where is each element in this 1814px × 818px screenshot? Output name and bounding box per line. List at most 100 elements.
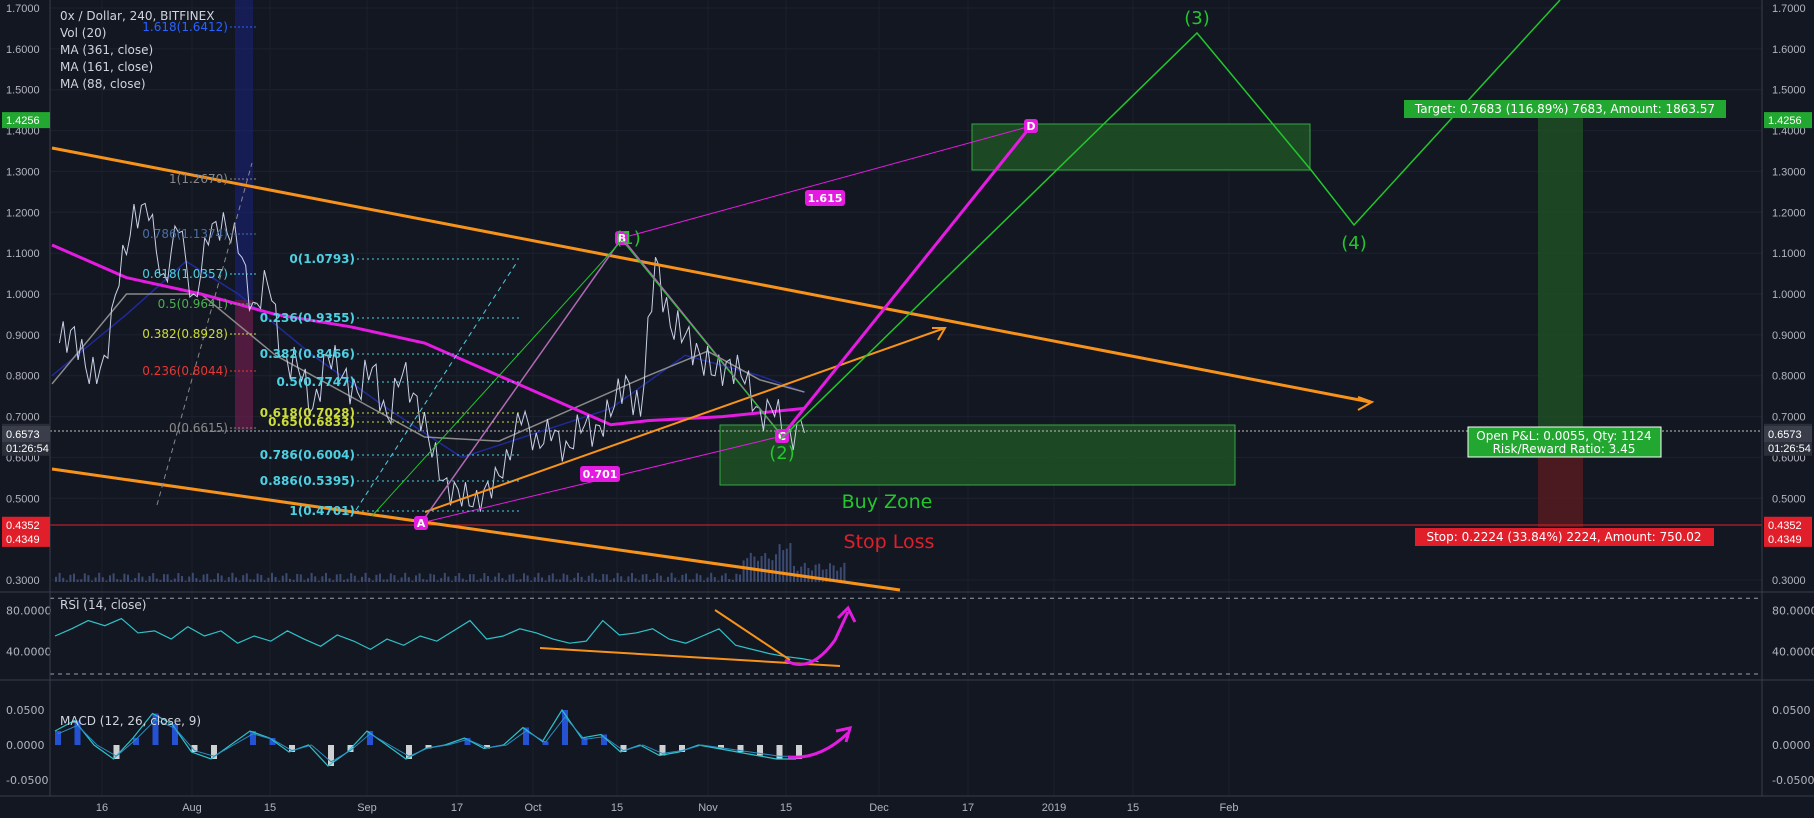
axis-badge-label: 0.6573 <box>1768 429 1802 441</box>
volume-bar <box>130 580 133 582</box>
harmonic-point-label: D <box>1026 120 1035 133</box>
fib2-label: 0.886(0.5395) <box>260 474 355 488</box>
price-tick-right: 1.7000 <box>1772 3 1806 15</box>
harmonic-bd <box>621 125 1032 239</box>
rsi-tick-left: 40.0000 <box>6 645 52 658</box>
volume-bar <box>569 580 572 582</box>
time-tick: Dec <box>869 802 889 814</box>
volume-bar <box>184 580 187 582</box>
volume-bar <box>566 574 569 582</box>
price-tick-right: 1.3000 <box>1772 166 1806 178</box>
fib2-label: 0.65(0.6833) <box>268 415 355 429</box>
harmonic-cd-leg <box>780 125 1033 437</box>
target-label: Target: 0.7683 (116.89%) 7683, Amount: 1… <box>1414 102 1715 116</box>
volume-bar <box>87 575 90 582</box>
indicator-ma-161[interactable]: MA (161, close) <box>60 60 154 74</box>
volume-bar <box>425 579 428 582</box>
volume-bar <box>825 569 828 582</box>
macd-histogram-bar <box>55 731 61 745</box>
axis-badge <box>1764 439 1812 456</box>
time-tick: Nov <box>698 802 718 814</box>
axis-badge-label: 0.4352 <box>6 520 40 532</box>
volume-bar <box>447 576 450 582</box>
volume-bar <box>595 578 597 582</box>
volume-bar <box>379 573 381 582</box>
volume-bar <box>443 572 446 582</box>
volume-bar <box>188 576 191 582</box>
volume-bar <box>62 577 65 582</box>
volume-bar <box>739 574 741 582</box>
volume-bar <box>551 573 554 582</box>
volume-bar <box>116 579 119 582</box>
volume-bar <box>782 550 785 582</box>
volume-bar <box>119 579 122 582</box>
time-tick: Feb <box>1220 802 1239 814</box>
volume-bar <box>155 578 158 582</box>
volume-bar <box>519 579 522 582</box>
fib-stripe-red <box>235 300 253 430</box>
axis-badge-label: 01:26:54 <box>6 443 49 455</box>
axis-badge <box>1764 530 1812 547</box>
volume-bar <box>490 580 493 582</box>
rsi-label[interactable]: RSI (14, close) <box>60 598 147 612</box>
fib2-label: 0.236(0.9355) <box>260 311 355 325</box>
symbol-title[interactable]: 0x / Dollar, 240, BITFINEX <box>60 9 215 23</box>
annotations-layer: (1) (2) (3) (4) Buy Zone Stop Loss Target: 0.7… <box>615 8 1726 553</box>
volume-bar <box>281 575 284 582</box>
volume-bar <box>389 573 392 582</box>
volume-bar <box>649 579 651 582</box>
volume-bar <box>469 574 471 582</box>
volume-bar <box>292 579 295 582</box>
macd-histogram-bar <box>562 710 568 745</box>
volume-bar <box>137 572 140 582</box>
volume-bar <box>530 580 533 582</box>
ma-magenta-line <box>51 243 805 427</box>
price-tick-right: 1.1000 <box>1772 248 1806 260</box>
volume-bar <box>692 579 695 582</box>
volume-bar <box>195 578 198 582</box>
volume-bar <box>451 580 453 582</box>
volume-bar <box>573 577 576 582</box>
volume-bar <box>587 575 590 582</box>
volume-bar <box>584 580 587 582</box>
price-tick-left: 1.5000 <box>6 85 40 97</box>
volume-bar <box>224 580 227 582</box>
volume-bar <box>458 573 461 582</box>
volume-bar <box>202 574 205 582</box>
volume-bar <box>757 560 759 582</box>
volume-bar <box>58 572 61 582</box>
time-tick: 15 <box>611 802 623 814</box>
price-tick-right: 1.5000 <box>1772 85 1806 97</box>
volume-bar <box>645 573 648 582</box>
volume-bar <box>605 574 608 582</box>
volume-bar <box>152 573 155 582</box>
volume-bar <box>191 572 194 582</box>
volume-bar <box>83 573 86 582</box>
macd-label[interactable]: MACD (12, 26, close, 9) <box>60 714 202 728</box>
volume-bar <box>170 580 173 582</box>
volume-bar <box>163 574 165 582</box>
volume-bar <box>253 579 255 582</box>
volume-bar <box>631 572 633 582</box>
drawings-layer[interactable]: A B C D 1.615 0.701 <box>51 0 1561 592</box>
indicator-vol[interactable]: Vol (20) <box>60 26 107 40</box>
volume-bar <box>742 560 745 582</box>
open-pl-label: Open P&L: 0.0055, Qty: 1124 <box>1476 429 1651 443</box>
volume-bar <box>505 580 507 582</box>
volume-bar <box>627 576 630 582</box>
macd-histogram-bar <box>659 745 666 756</box>
harmonic-point-box <box>1024 119 1038 133</box>
volume-bar <box>497 572 500 582</box>
volume-bar <box>73 573 75 582</box>
indicator-ma-88[interactable]: MA (88, close) <box>60 77 146 91</box>
indicator-ma-361[interactable]: MA (361, close) <box>60 43 154 57</box>
price-tick-right: 0.3000 <box>1772 575 1806 587</box>
rsi-pane: 80.0000 80.0000 40.0000 40.0000 <box>6 597 1814 675</box>
volume-bar <box>501 578 504 582</box>
volume-bar <box>289 578 291 582</box>
volume-bar <box>821 569 824 582</box>
volume-bar <box>94 577 97 582</box>
volume-bar <box>479 578 482 582</box>
